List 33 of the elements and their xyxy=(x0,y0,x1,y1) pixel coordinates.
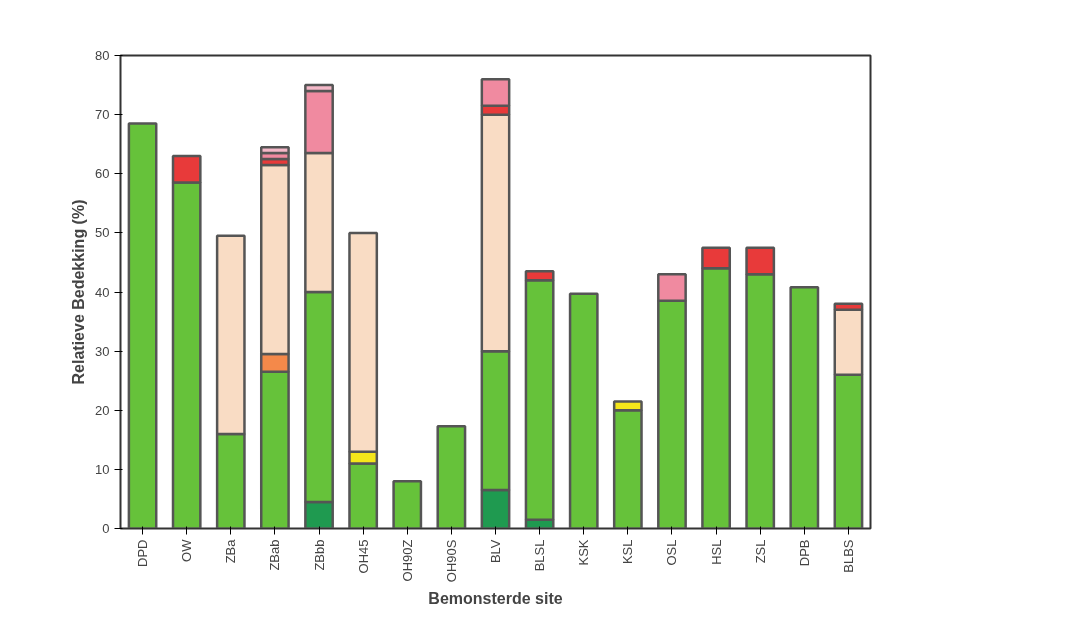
x-tick-label: OH90S xyxy=(443,539,459,583)
x-tick-label: OH45 xyxy=(355,539,371,574)
bar xyxy=(127,122,158,529)
x-tick-label: KSL xyxy=(620,539,636,565)
x-tick-label: OH90Z xyxy=(399,539,415,582)
x-tick-label: DPD xyxy=(135,539,151,567)
y-tick-label: 50 xyxy=(95,225,110,241)
bar xyxy=(392,479,423,529)
x-tick-label: ZSL xyxy=(752,539,768,564)
x-tick-label: DPB xyxy=(796,539,812,567)
x-tick-label: ZBab xyxy=(267,539,283,571)
y-tick-label: 10 xyxy=(95,461,110,477)
x-tick-label: ZBa xyxy=(223,538,239,564)
x-tick-label: OSL xyxy=(664,539,680,566)
x-tick-label: HSL xyxy=(708,539,724,565)
bar xyxy=(568,292,599,529)
x-tick-label: BLBS xyxy=(840,539,856,573)
y-tick-label: 0 xyxy=(102,521,110,536)
y-tick-label: 30 xyxy=(95,343,110,359)
y-axis-title: Relatieve Bedekking (%) xyxy=(70,199,88,385)
x-tick-label: OW xyxy=(179,538,195,562)
x-tick-label: BLSL xyxy=(532,539,548,572)
x-tick-label: BLV xyxy=(488,539,503,564)
y-tick-label: 60 xyxy=(95,166,110,182)
y-tick-label: 80 xyxy=(95,48,110,63)
x-tick-label: KSK xyxy=(576,539,592,566)
y-tick-label: 40 xyxy=(95,284,110,300)
y-tick-label: 70 xyxy=(95,107,110,123)
bar xyxy=(789,286,820,529)
bar xyxy=(436,424,467,529)
y-tick-label: 20 xyxy=(95,402,110,418)
x-axis-title: Bemonsterde site xyxy=(428,590,563,608)
x-tick-label: ZBbb xyxy=(311,539,327,571)
